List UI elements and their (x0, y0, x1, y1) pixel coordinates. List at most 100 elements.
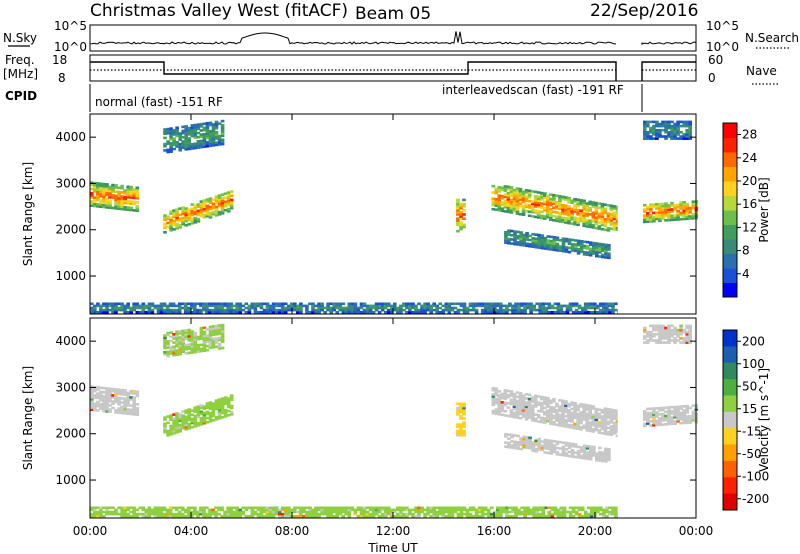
velocity-echo-cell (199, 343, 204, 347)
power-echo-cell (582, 253, 587, 256)
velocity-echo-cell (679, 411, 683, 415)
power-echo-cell (202, 302, 206, 306)
velocity-echo-cell (459, 510, 464, 514)
velocity-echo-cell (582, 426, 586, 429)
power-echo-cell (591, 213, 596, 217)
power-echo-cell (184, 148, 188, 151)
velocity-echo-cell (576, 412, 580, 416)
power-echo-cell (168, 308, 173, 312)
power-echo-cell (477, 302, 482, 306)
power-echo-cell (202, 209, 207, 213)
power-echo-cell (211, 302, 215, 306)
velocity-echo-cell (293, 514, 297, 518)
velocity-echo-cell (311, 514, 315, 518)
power-echo-cell (510, 229, 514, 233)
power-echo-cell (537, 238, 541, 241)
velocity-echo-cell (126, 402, 130, 405)
velocity-echo-cell (561, 453, 566, 457)
velocity-echo-cell (597, 414, 602, 418)
power-echo-cell (567, 246, 572, 250)
velocity-echo-cell (223, 512, 227, 516)
power-echo-cell (516, 234, 520, 238)
power-echo-cell (606, 218, 611, 222)
velocity-echo-cell (271, 514, 276, 518)
velocity-echo-cell (96, 396, 100, 400)
velocity-echo-cell (187, 424, 192, 428)
velocity-echo-cell (658, 408, 662, 412)
velocity-echo-cell (509, 398, 514, 402)
power-echo-cell (555, 242, 560, 246)
power-echo-cell (202, 126, 207, 130)
power-echo-cell (205, 204, 210, 208)
power-echo-cell (90, 183, 94, 187)
power-echo-cell (238, 306, 243, 310)
velocity-echo-cell (163, 344, 167, 348)
power-echo-cell (208, 197, 213, 200)
velocity-echo-cell (603, 426, 608, 429)
velocity-echo-cell (512, 397, 517, 400)
velocity-echo-cell (450, 514, 455, 518)
velocity-echo-cell (166, 342, 170, 345)
velocity-echo-cell (196, 407, 201, 410)
power-echo-cell (132, 304, 136, 308)
power-echo-cell (326, 304, 330, 308)
power-echo-cell (211, 123, 216, 126)
velocity-echo-cell (523, 510, 527, 514)
velocity-echo-cell (341, 510, 346, 514)
velocity-echo-cell (573, 406, 577, 409)
power-echo-cell (459, 308, 464, 312)
power-echo-cell (511, 306, 515, 310)
velocity-echo-cell (643, 412, 647, 415)
velocity-echo-cell (573, 426, 577, 430)
power-echo-cell (664, 124, 668, 128)
colorbar-swatch (723, 137, 737, 153)
velocity-echo-cell (574, 506, 579, 510)
power-echo-cell (600, 213, 605, 216)
power-echo-cell (390, 306, 394, 310)
power-echo-cell (432, 302, 436, 306)
velocity-echo-cell (377, 514, 382, 518)
velocity-echo-cell (594, 414, 599, 417)
velocity-echo-cell (153, 512, 158, 516)
power-echo-cell (423, 308, 427, 312)
power-echo-cell (175, 128, 179, 132)
velocity-echo-cell (184, 329, 188, 332)
power-echo-cell (380, 304, 385, 308)
power-echo-cell (314, 308, 318, 312)
velocity-echo-cell (679, 415, 683, 419)
velocity-echo-cell (550, 514, 555, 518)
velocity-echo-cell (99, 396, 103, 400)
velocity-echo-cell (570, 424, 574, 427)
power-echo-cell (326, 302, 330, 306)
velocity-echo-cell (598, 459, 602, 462)
velocity-echo-cell (518, 408, 523, 412)
power-echo-cell (595, 248, 599, 252)
velocity-echo-cell (220, 334, 225, 337)
power-echo-cell (658, 122, 662, 126)
power-echo-cell (676, 211, 680, 215)
velocity-echo-cell (93, 404, 97, 408)
power-echo-cell (168, 310, 173, 314)
velocity-echo-cell (514, 510, 518, 514)
power-echo-cell (540, 210, 544, 214)
power-echo-cell (135, 304, 140, 308)
velocity-echo-cell (607, 448, 611, 451)
colorbar-tick-label: -50 (742, 447, 762, 461)
velocity-echo-cell (178, 352, 182, 356)
power-echo-cell (111, 190, 115, 193)
velocity-echo-cell (135, 514, 140, 518)
velocity-echo-cell (530, 408, 535, 412)
power-echo-cell (600, 204, 605, 208)
velocity-echo-cell (500, 405, 505, 408)
power-echo-cell (120, 207, 124, 211)
velocity-echo-cell (667, 410, 671, 413)
velocity-echo-cell (105, 510, 109, 514)
velocity-echo-cell (220, 401, 225, 404)
velocity-echo-cell (181, 346, 185, 349)
velocity-echo-cell (317, 514, 321, 518)
power-echo-cell (667, 122, 671, 126)
velocity-echo-cell (166, 350, 170, 354)
velocity-echo-cell (217, 324, 222, 327)
velocity-echo-cell (606, 430, 611, 434)
velocity-echo-cell (512, 413, 517, 417)
